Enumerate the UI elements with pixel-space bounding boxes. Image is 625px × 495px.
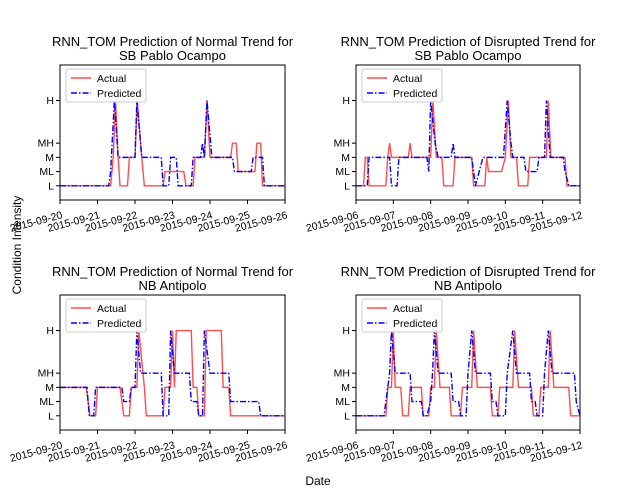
y-tick-label: L <box>48 410 54 422</box>
figure-xlabel: Date <box>305 474 331 488</box>
subplot-2: RNN_TOM Prediction of Disrupted Trend fo… <box>305 34 596 235</box>
y-tick-label: M <box>45 152 54 164</box>
y-tick-label: MH <box>334 368 350 380</box>
legend-box <box>65 298 147 333</box>
legend-label-actual: Actual <box>97 73 126 85</box>
chart-subtitle: NB Antipolo <box>139 278 207 293</box>
chart-title: RNN_TOM Prediction of Normal Trend for <box>52 34 294 49</box>
series-line-predicted <box>60 100 285 187</box>
chart-subtitle: SB Pablo Ocampo <box>119 48 226 63</box>
series-line-predicted <box>60 330 285 417</box>
y-tick-label: H <box>46 95 54 107</box>
y-tick-label: M <box>341 152 350 164</box>
y-tick-label: ML <box>39 396 54 408</box>
chart-title: RNN_TOM Prediction of Normal Trend for <box>52 264 294 279</box>
legend-label-actual: Actual <box>393 73 422 85</box>
chart-title: RNN_TOM Prediction of Disrupted Trend fo… <box>341 34 596 49</box>
y-tick-label: H <box>342 95 350 107</box>
figure-ylabel: Condition Intensity <box>10 196 24 295</box>
y-tick-label: ML <box>335 396 350 408</box>
y-tick-label: MH <box>334 138 350 150</box>
y-tick-label: M <box>341 382 350 394</box>
legend-box <box>65 68 147 103</box>
legend-box <box>361 298 443 333</box>
legend-label-predicted: Predicted <box>393 318 438 330</box>
y-tick-label: MH <box>38 138 54 150</box>
y-tick-label: ML <box>335 166 350 178</box>
legend-label-predicted: Predicted <box>97 318 142 330</box>
chart-subtitle: NB Antipolo <box>434 278 502 293</box>
y-tick-label: ML <box>39 166 54 178</box>
series-line-predicted <box>356 100 580 187</box>
chart-subtitle: SB Pablo Ocampo <box>415 48 522 63</box>
y-tick-label: L <box>344 410 350 422</box>
legend-box <box>361 68 443 103</box>
y-tick-label: H <box>46 325 54 337</box>
legend-label-actual: Actual <box>97 303 126 315</box>
series-line-predicted <box>356 330 580 417</box>
chart-title: RNN_TOM Prediction of Disrupted Trend fo… <box>341 264 596 279</box>
series-line-actual <box>356 330 580 417</box>
y-tick-label: MH <box>38 368 54 380</box>
legend-label-actual: Actual <box>393 303 422 315</box>
y-tick-label: M <box>45 382 54 394</box>
y-tick-label: L <box>344 180 350 192</box>
legend-label-predicted: Predicted <box>393 88 438 100</box>
y-tick-label: L <box>48 180 54 192</box>
y-tick-label: H <box>342 325 350 337</box>
legend-label-predicted: Predicted <box>97 88 142 100</box>
